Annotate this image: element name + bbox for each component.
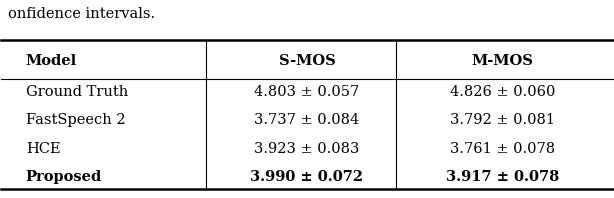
Text: Ground Truth: Ground Truth <box>26 85 128 99</box>
Text: 3.917 ± 0.078: 3.917 ± 0.078 <box>446 170 559 184</box>
Text: 4.803 ± 0.057: 4.803 ± 0.057 <box>254 85 360 99</box>
Text: 3.990 ± 0.072: 3.990 ± 0.072 <box>251 170 363 184</box>
Text: FastSpeech 2: FastSpeech 2 <box>26 113 125 128</box>
Text: 3.923 ± 0.083: 3.923 ± 0.083 <box>254 142 360 156</box>
Text: onfidence intervals.: onfidence intervals. <box>7 7 155 21</box>
Text: Proposed: Proposed <box>26 170 102 184</box>
Text: S-MOS: S-MOS <box>279 54 335 68</box>
Text: HCE: HCE <box>26 142 60 156</box>
Text: M-MOS: M-MOS <box>472 54 534 68</box>
Text: Model: Model <box>26 54 77 68</box>
Text: 4.826 ± 0.060: 4.826 ± 0.060 <box>450 85 555 99</box>
Text: 3.792 ± 0.081: 3.792 ± 0.081 <box>450 113 555 128</box>
Text: 3.761 ± 0.078: 3.761 ± 0.078 <box>450 142 555 156</box>
Text: 3.737 ± 0.084: 3.737 ± 0.084 <box>254 113 360 128</box>
